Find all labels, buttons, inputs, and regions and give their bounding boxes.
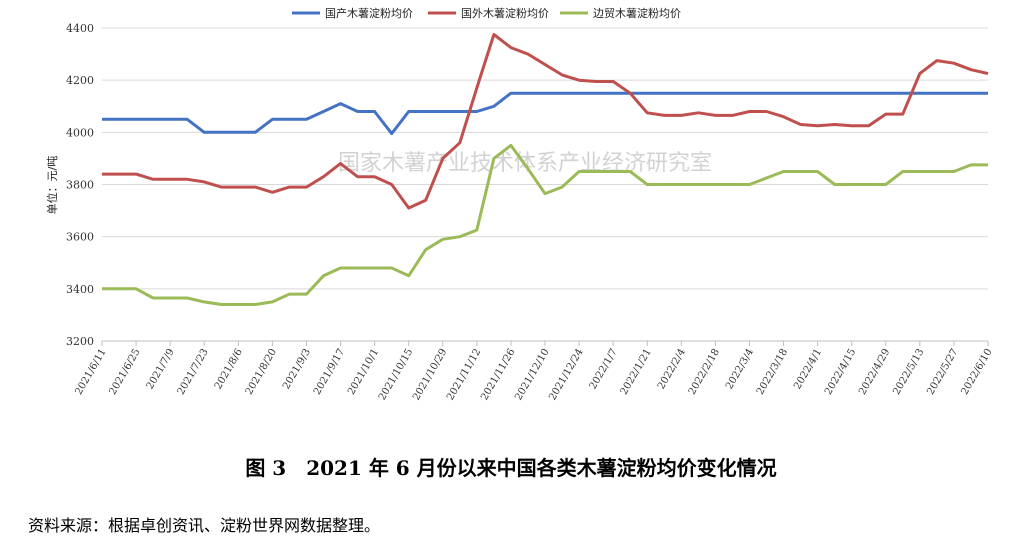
x-tick-label: 2022/1/7: [588, 347, 620, 391]
x-tick-label: 2022/3/4: [724, 347, 756, 391]
x-tick-label: 2022/3/18: [755, 347, 790, 397]
x-tick-label: 2021/7/9: [145, 347, 177, 391]
figure-source: 资料来源：根据卓创资讯、淀粉世界网数据整理。: [28, 516, 381, 535]
x-tick-label: 2022/4/15: [823, 347, 858, 397]
y-tick-label: 3200: [66, 335, 94, 348]
y-tick-label: 3600: [66, 231, 94, 244]
x-tick-label: 2021/7/23: [176, 347, 211, 397]
y-tick-label: 4400: [66, 22, 94, 35]
x-tick-label: 2021/9/3: [281, 347, 313, 391]
legend: 国产木薯淀粉均价 国外木薯淀粉均价 边贸木薯淀粉均价: [292, 6, 681, 20]
x-tick-label: 2021/6/11: [73, 347, 108, 397]
x-tick-label: 2021/11/12: [445, 347, 483, 402]
x-tick-label: 2021/12/10: [513, 347, 551, 402]
series-line-1: [102, 33, 989, 210]
y-tick-label: 3800: [66, 179, 94, 192]
y-axis-label: 单位：元/吨: [45, 156, 59, 215]
x-tick-label: 2021/6/25: [108, 347, 143, 397]
x-tick-label: 2021/10/29: [411, 347, 449, 402]
axes: [101, 340, 989, 346]
x-tick-label: 2022/2/4: [656, 347, 688, 391]
x-tick-label: 2022/5/27: [925, 347, 960, 397]
y-tick-label: 4200: [66, 74, 94, 87]
y-tick-labels: 3200 3400 3600 3800 4000 4200 4400: [66, 22, 94, 348]
y-tick-label: 4000: [66, 126, 94, 139]
x-tick-label: 2022/1/21: [619, 347, 654, 397]
series-lines: [102, 33, 989, 306]
x-tick-label: 2021/8/20: [244, 347, 279, 397]
legend-label: 国产木薯淀粉均价: [325, 6, 413, 20]
x-tick-label: 2022/4/29: [857, 347, 892, 397]
x-tick-label: 2022/4/1: [792, 347, 824, 391]
x-tick-label: 2021/8/6: [213, 347, 245, 391]
legend-label: 边贸木薯淀粉均价: [593, 6, 681, 20]
x-tick-label: 2021/10/15: [377, 347, 415, 402]
series-line-0: [102, 91, 988, 136]
x-tick-label: 2021/11/26: [479, 347, 517, 402]
x-tick-label: 2022/5/13: [891, 347, 926, 397]
legend-label: 国外木薯淀粉均价: [461, 6, 549, 20]
figure-title: 图 3 2021 年 6 月份以来中国各类木薯淀粉均价变化情况: [245, 456, 777, 480]
x-tick-label: 2022/2/18: [687, 347, 722, 397]
x-tick-label: 2021/12/24: [547, 347, 585, 402]
x-tick-label: 2021/10/1: [346, 347, 381, 397]
y-tick-label: 3400: [66, 283, 94, 296]
x-tick-label: 2022/6/10: [959, 347, 994, 397]
x-tick-label: 2021/9/17: [312, 347, 347, 397]
series-line-2: [102, 143, 988, 306]
